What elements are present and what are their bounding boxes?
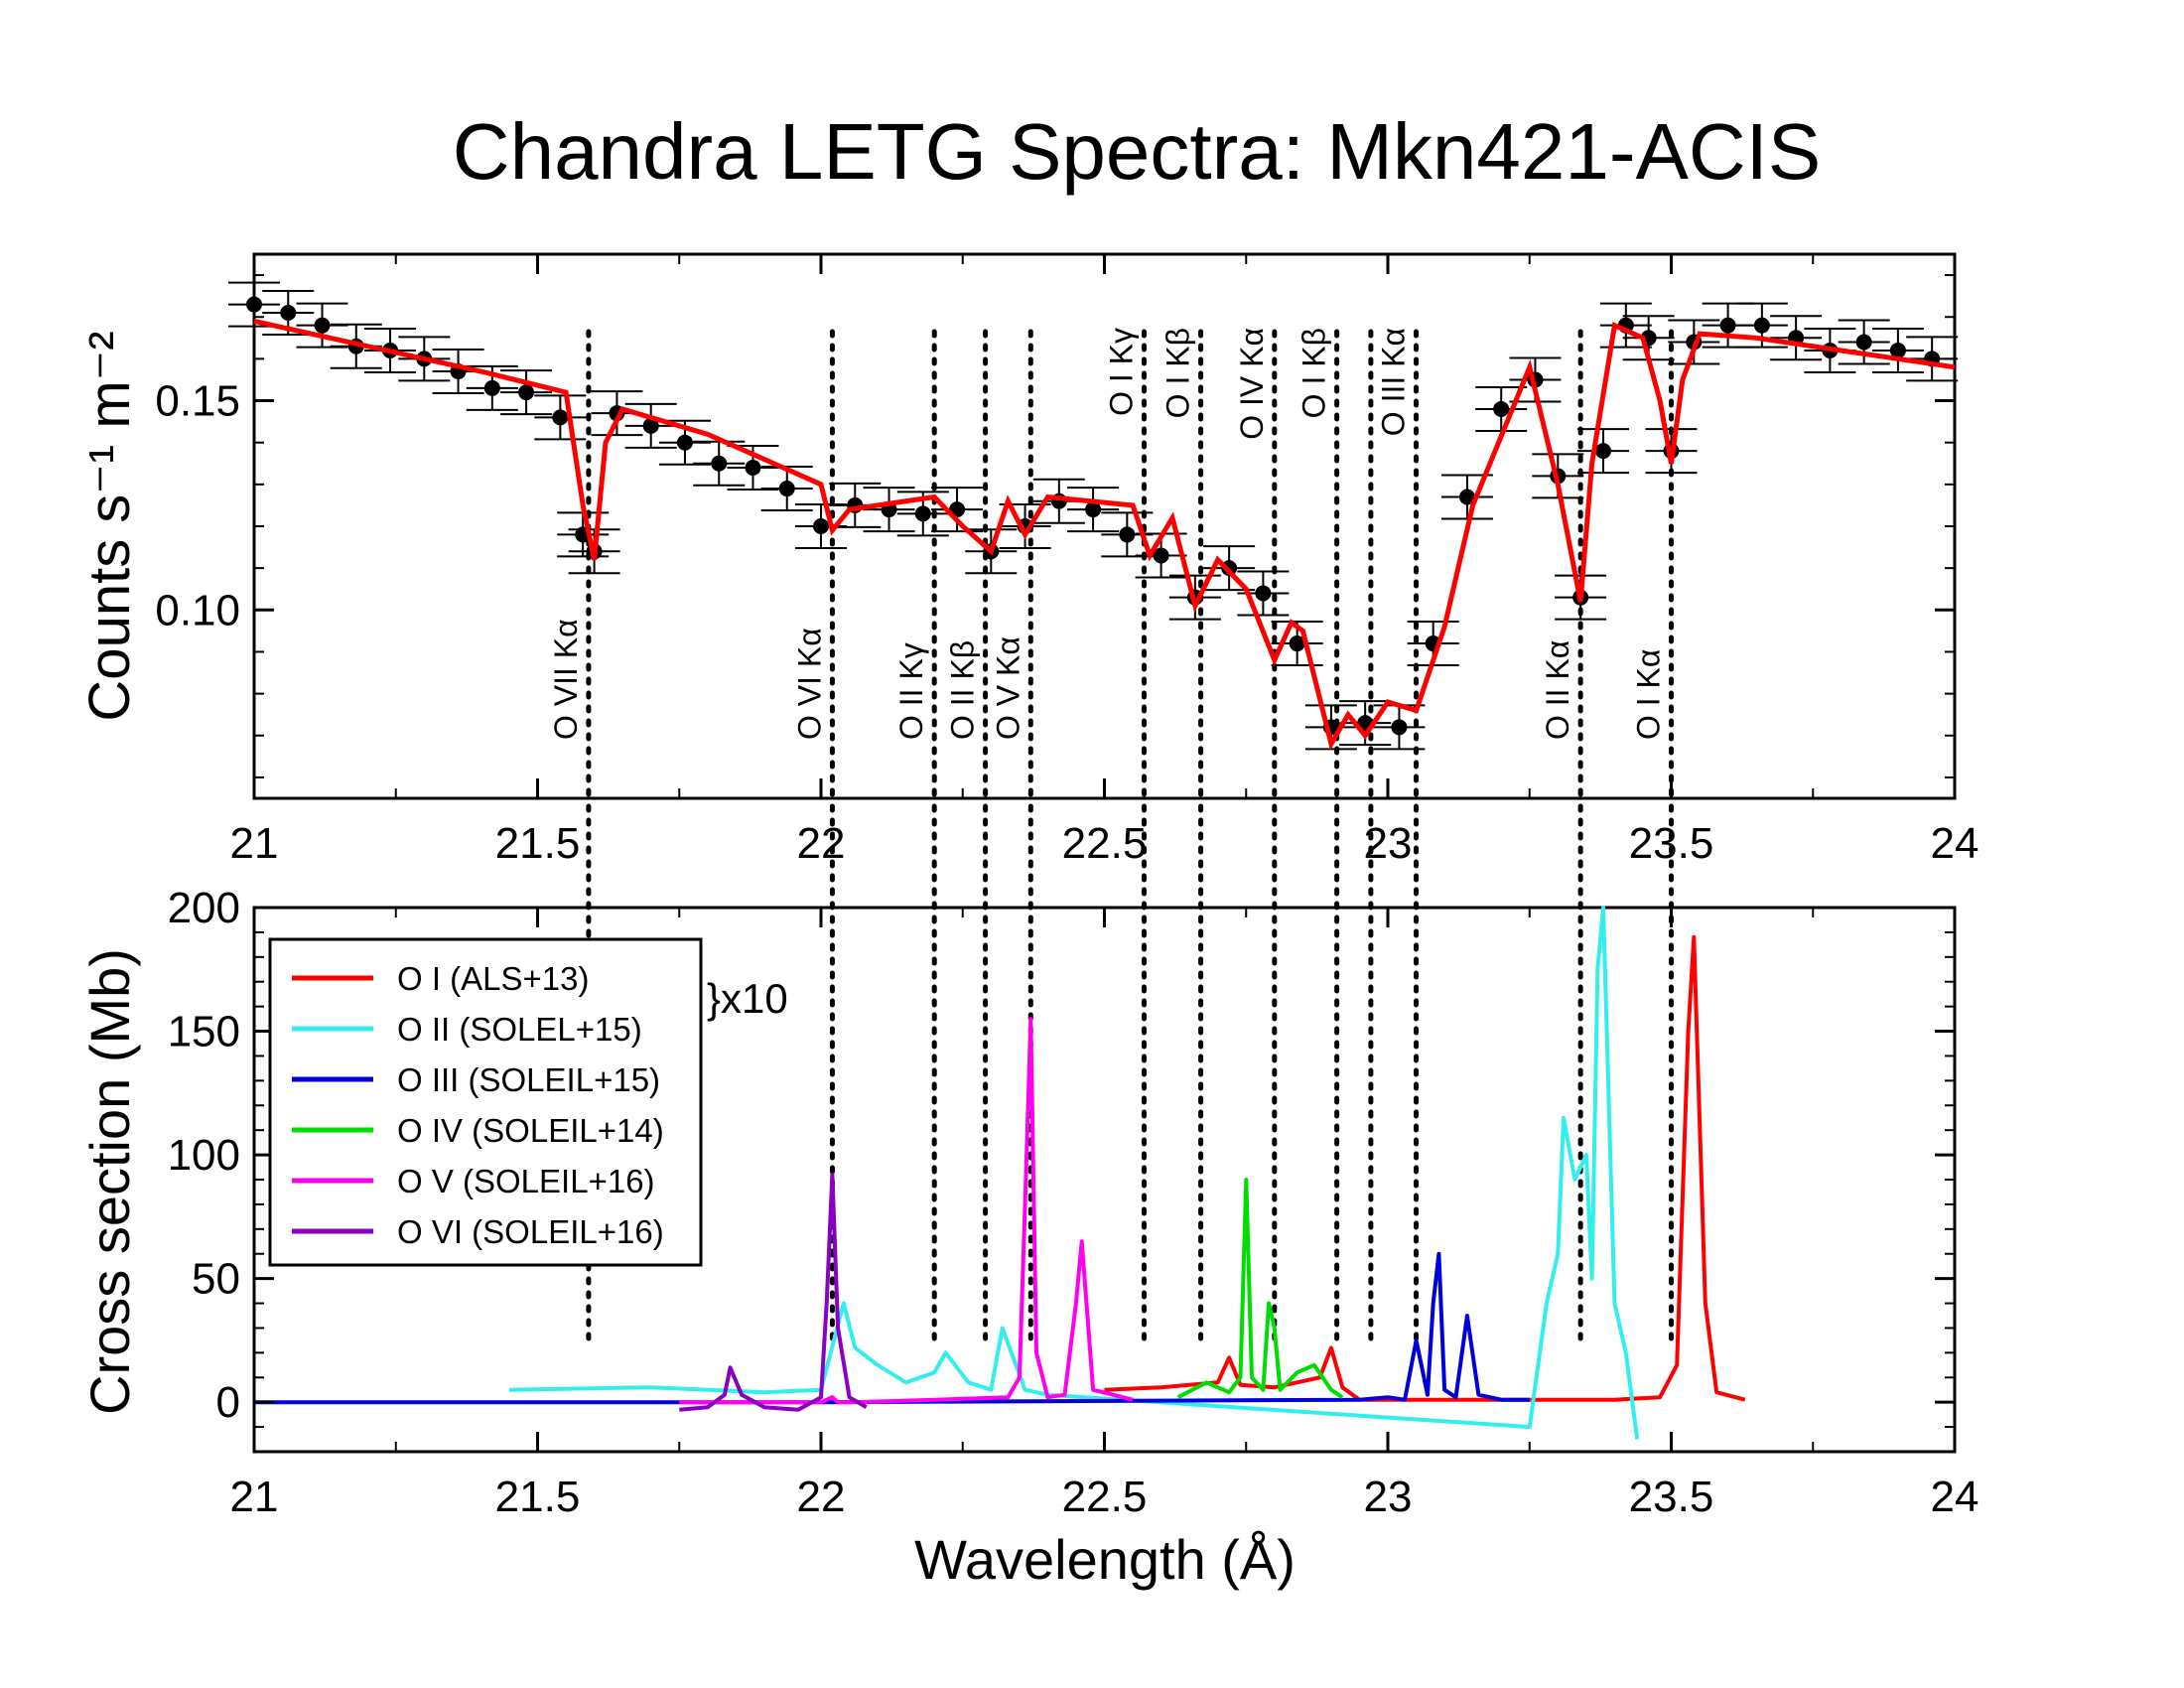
legend-label: O IV (SOLEIL+14) [397, 1112, 664, 1149]
data-point [727, 444, 779, 491]
line-marker-label: O VII Kα [548, 619, 584, 740]
line-marker-label: O II Kα [1540, 640, 1575, 740]
bottom-x-tick-label: 23.5 [1629, 1473, 1714, 1521]
top-x-tick-label: 21 [230, 819, 279, 868]
top-x-tick-label: 24 [1931, 819, 1979, 868]
data-point [466, 364, 518, 411]
bottom-y-tick-label: 200 [168, 884, 240, 932]
data-point [1871, 327, 1924, 373]
bottom-x-tick-label: 24 [1931, 1473, 1979, 1521]
series-line-4 [679, 1017, 1134, 1405]
data-point [624, 402, 677, 449]
bottom-y-tick-label: 0 [216, 1378, 240, 1427]
data-point [1440, 474, 1493, 520]
top-y-tick-label: 0.10 [155, 586, 240, 634]
top-x-tick-label: 22.5 [1062, 819, 1148, 868]
bottom-y-tick-label: 150 [168, 1008, 240, 1056]
legend-label: O V (SOLEIL+16) [397, 1163, 655, 1199]
top-model-line [253, 318, 1956, 751]
line-marker-label: O I Kβ [1297, 328, 1332, 418]
series-line-1 [508, 906, 1640, 1440]
top-y-tick-label: 0.15 [155, 377, 240, 426]
bottom-x-tick-label: 22.5 [1062, 1473, 1148, 1521]
data-point [534, 394, 587, 441]
bottom-series-lines [254, 906, 1746, 1440]
line-marker-label: O III Kα [1376, 328, 1412, 436]
line-marker-label: O I Kα [1631, 649, 1667, 740]
bottom-y-axis-label: Cross section (Mb) [78, 948, 141, 1415]
data-point [1067, 487, 1120, 533]
chart-title: Chandra LETG Spectra: Mkn421-ACIS [453, 107, 1821, 196]
bottom-x-tick-label: 21.5 [495, 1473, 581, 1521]
data-point [1475, 385, 1528, 432]
line-marker-label: O I Kγ [1103, 328, 1139, 416]
line-marker-label: O IV Kα [1234, 328, 1270, 440]
series-line-3 [1176, 1178, 1344, 1399]
x10-annotation: }x10 [707, 975, 788, 1022]
line-marker-label: O II Kβ [945, 640, 981, 740]
data-point [1735, 302, 1788, 349]
top-axes: 21 21.5 22 22.5 23 23.5 240.100.15 [155, 254, 1979, 868]
series-line-2 [254, 1251, 1530, 1405]
bottom-y-tick-label: 50 [192, 1255, 240, 1304]
top-y-axis-label: Counts s⁻¹ m⁻² [77, 331, 142, 721]
top-data-points [228, 281, 1959, 751]
legend-label: O II (SOLEL+15) [397, 1011, 642, 1048]
top-x-tick-label: 21.5 [495, 819, 581, 868]
bottom-x-tick-label: 23 [1364, 1473, 1413, 1521]
top-panel: O VII Kα O VI Kα O II Kγ O II Kβ O V Kα O I K… [77, 252, 1979, 868]
legend-label: O VI (SOLEIL+16) [397, 1213, 664, 1250]
data-point [1237, 570, 1290, 617]
legend-label: O III (SOLEIL+15) [397, 1061, 660, 1098]
data-point [1373, 704, 1426, 751]
series-line-5 [679, 1173, 868, 1412]
line-marker-label: O I Kβ [1160, 328, 1196, 418]
data-point [1838, 319, 1890, 365]
bottom-x-tick-label: 22 [797, 1473, 846, 1521]
line-marker-label: O II Kγ [893, 642, 929, 740]
bottom-x-tick-label: 21 [230, 1473, 279, 1521]
bottom-x-axis-label: Wavelength (Å) [914, 1528, 1296, 1591]
data-point [228, 281, 280, 328]
top-line-markers: O VII Kα O VI Kα O II Kγ O II Kβ O V Kα O I K… [548, 328, 1674, 801]
bottom-y-tick-label: 100 [168, 1131, 240, 1180]
top-x-tick-label: 22 [797, 819, 846, 868]
data-point [1770, 315, 1823, 361]
data-point [591, 390, 643, 437]
bottom-axes: 21 21.5 22 22.5 23 23.5 24 0 50 100 150 200 [168, 884, 1979, 1521]
line-marker-label: O V Kα [990, 636, 1025, 740]
bottom-panel: 21 21.5 22 22.5 23 23.5 24 0 50 100 150 200 Cross s… [78, 803, 1979, 1591]
line-marker-label: O VI Kα [791, 628, 827, 740]
legend-frame [268, 937, 703, 1267]
data-point [931, 487, 984, 533]
legend-label: O I (ALS+13) [397, 960, 590, 997]
data-point [1576, 428, 1629, 475]
data-point [500, 369, 553, 416]
data-point [863, 487, 915, 533]
bottom-line-markers [586, 803, 1674, 1348]
legend: O I (ALS+13) O II (SOLEL+15) O III (SOLEIL… [268, 937, 703, 1267]
